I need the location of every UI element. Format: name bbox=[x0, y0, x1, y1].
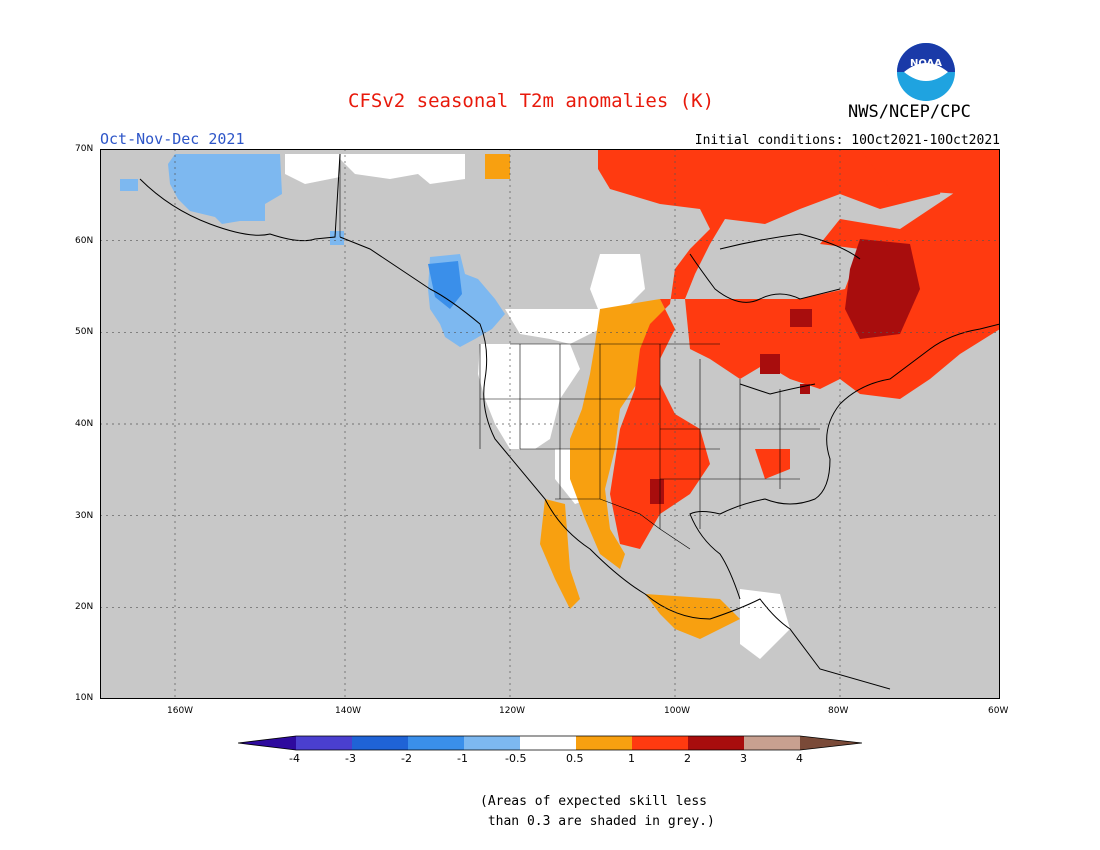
colorbar-label: 2 bbox=[684, 752, 691, 765]
colorbar-segment-m1-m05 bbox=[464, 736, 520, 750]
colorbar-segment-lt-4 bbox=[238, 736, 296, 750]
colorbar-label: 0.5 bbox=[566, 752, 584, 765]
coastlines bbox=[139, 153, 1000, 690]
anomaly-map bbox=[100, 149, 1000, 699]
lon-label-100w: 100W bbox=[664, 706, 691, 716]
lon-label-140w: 140W bbox=[335, 706, 362, 716]
colorbar-label: -0.5 bbox=[505, 752, 527, 765]
colorbar-label: -3 bbox=[345, 752, 356, 765]
lon-label-60w: 60W bbox=[988, 706, 1009, 716]
colorbar-segment-near-normal bbox=[520, 736, 576, 750]
lon-label-120w: 120W bbox=[499, 706, 526, 716]
colorbar-segment-m4-m3 bbox=[296, 736, 352, 750]
lat-label-10n: 10N bbox=[75, 693, 94, 703]
chart-title: CFSv2 seasonal T2m anomalies (K) bbox=[348, 90, 715, 112]
colorbar-segment-gt-4 bbox=[800, 736, 862, 750]
colorbar-label: 1 bbox=[628, 752, 635, 765]
lat-label-20n: 20N bbox=[75, 602, 94, 612]
colorbar bbox=[238, 735, 862, 751]
colorbar-segment-1-2 bbox=[632, 736, 688, 750]
political-borders bbox=[339, 154, 820, 550]
colorbar-segment-3-4 bbox=[744, 736, 800, 750]
noaa-logo: NOAA bbox=[897, 43, 955, 101]
colorbar-label: -4 bbox=[289, 752, 300, 765]
colorbar-label: -1 bbox=[457, 752, 468, 765]
colorbar-segment-2-3 bbox=[688, 736, 744, 750]
lat-label-40n: 40N bbox=[75, 419, 94, 429]
cold-anomaly-bc bbox=[428, 254, 505, 347]
graticule bbox=[100, 149, 1000, 699]
skill-footnote: (Areas of expected skill less than 0.3 a… bbox=[480, 792, 715, 832]
season-label: Oct-Nov-Dec 2021 bbox=[100, 130, 245, 148]
colorbar-label: -2 bbox=[401, 752, 412, 765]
initial-conditions-label: Initial conditions: 10Oct2021-10Oct2021 bbox=[694, 133, 1000, 148]
lat-label-70n: 70N bbox=[75, 144, 94, 154]
agency-label: NWS/NCEP/CPC bbox=[848, 102, 971, 122]
cold-anomaly-alaska bbox=[120, 154, 344, 245]
colorbar-segment-m2-m1 bbox=[408, 736, 464, 750]
lon-label-80w: 80W bbox=[828, 706, 849, 716]
noaa-logo-text: NOAA bbox=[910, 58, 942, 69]
footnote-line-1: (Areas of expected skill less bbox=[480, 794, 707, 809]
map-frame bbox=[100, 149, 1000, 699]
lat-label-60n: 60N bbox=[75, 236, 94, 246]
colorbar-label: 3 bbox=[740, 752, 747, 765]
lat-label-50n: 50N bbox=[75, 327, 94, 337]
lon-label-160w: 160W bbox=[167, 706, 194, 716]
colorbar-label: 4 bbox=[796, 752, 803, 765]
colorbar-segment-05-1 bbox=[576, 736, 632, 750]
colorbar-segment-m3-m2 bbox=[352, 736, 408, 750]
warm-anomaly-darkred bbox=[650, 239, 920, 504]
lat-label-30n: 30N bbox=[75, 511, 94, 521]
footnote-line-2: than 0.3 are shaded in grey.) bbox=[480, 814, 715, 829]
